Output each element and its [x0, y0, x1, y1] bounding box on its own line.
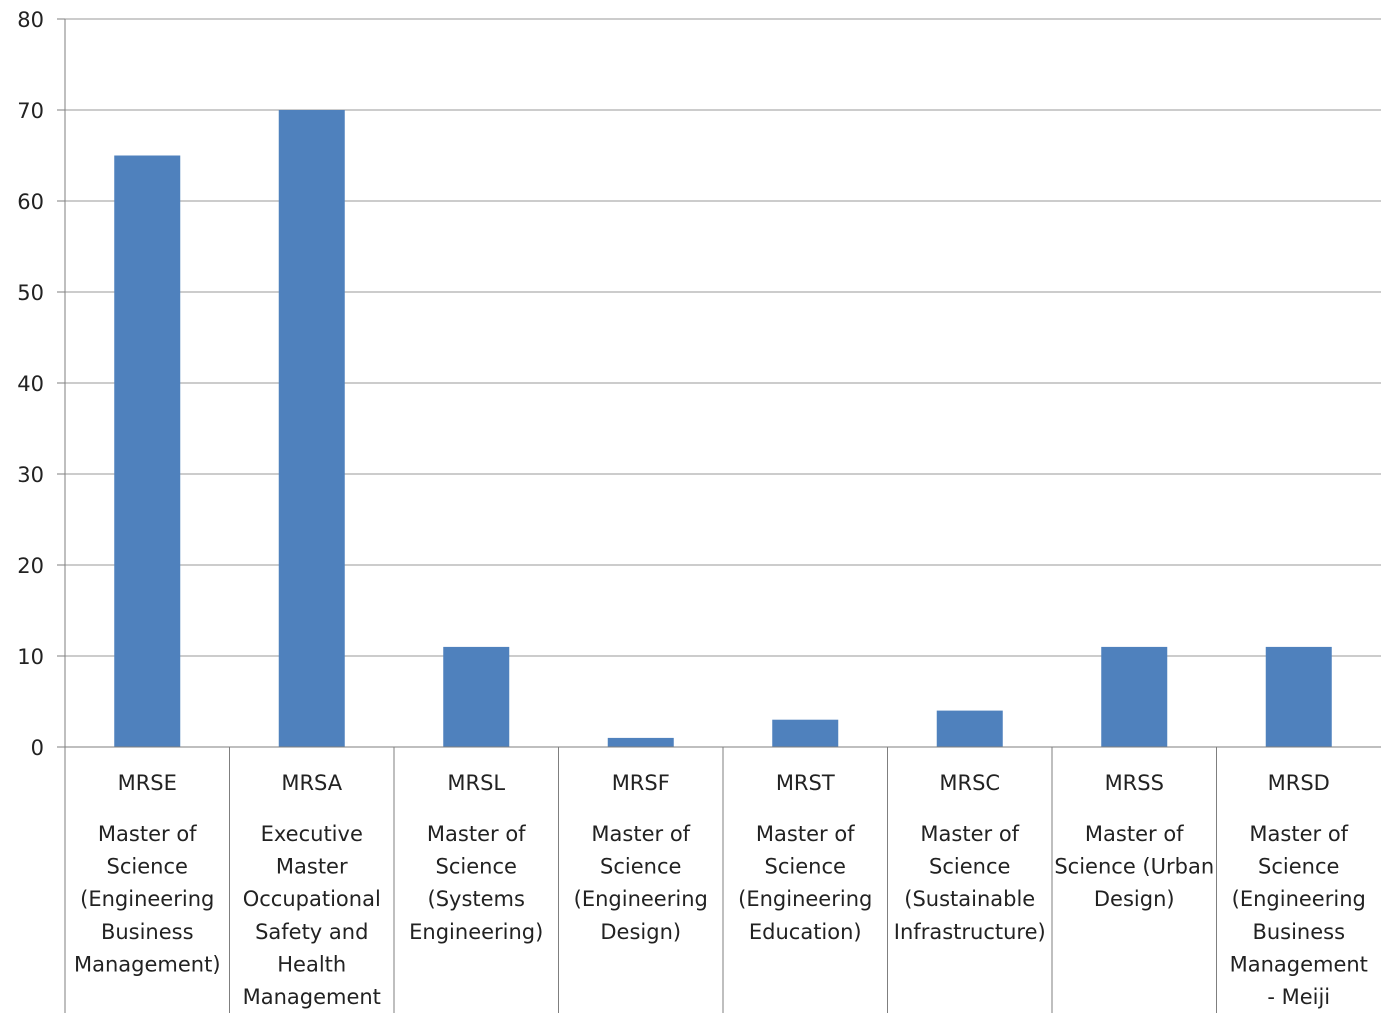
- bar-mrsl: [443, 646, 510, 747]
- category-name-label: Business: [101, 920, 194, 944]
- category-name-label: Science: [436, 855, 517, 879]
- y-tick-label: 20: [17, 554, 44, 578]
- bar-mrsc: [936, 710, 1003, 747]
- y-tick-label: 60: [17, 190, 44, 214]
- y-tick-label: 0: [31, 736, 44, 760]
- category-code-label: MRSF: [612, 771, 670, 795]
- category-name-label: - Meiji: [1267, 985, 1330, 1009]
- gridlines: [65, 18, 1381, 657]
- category-name-label: (Engineering: [574, 887, 708, 911]
- y-tick-label: 70: [17, 99, 44, 123]
- bar-mrsa: [278, 110, 345, 747]
- category-code-label: MRSE: [118, 771, 177, 795]
- category-name-label: Management): [74, 952, 221, 976]
- category-code-label: MRSA: [281, 771, 342, 795]
- category-name-label: Management: [1230, 952, 1368, 976]
- category-name-label: Occupational: [243, 887, 381, 911]
- x-axis-category-labels: MRSE Master of Science (Engineering Business…: [74, 771, 1368, 1009]
- y-tick-label: 50: [17, 281, 44, 305]
- category-name-label: Engineering): [409, 920, 543, 944]
- category-name-label: Master of: [427, 822, 526, 846]
- category-name-label: (Systems: [428, 887, 525, 911]
- bar-mrse: [114, 155, 181, 747]
- category-name-label: Science: [107, 855, 188, 879]
- category-name-label: Science (Urban: [1054, 855, 1214, 879]
- bar-mrsd: [1265, 646, 1332, 747]
- y-tick-label: 30: [17, 463, 44, 487]
- bar-mrsf: [607, 737, 674, 747]
- category-name-label: (Sustainable: [904, 887, 1035, 911]
- y-tick-label: 40: [17, 372, 44, 396]
- category-name-label: Infrastructure): [894, 920, 1046, 944]
- category-name-label: Management: [243, 985, 381, 1009]
- category-code-label: MRST: [776, 771, 835, 795]
- y-axis-tick-labels: 0 10 20 30 40 50 60 70 80: [17, 8, 44, 760]
- category-name-label: Science: [765, 855, 846, 879]
- axes: [57, 18, 1381, 1013]
- category-name-label: (Engineering: [80, 887, 214, 911]
- category-name-label: Science: [929, 855, 1010, 879]
- y-tick-label: 80: [17, 8, 44, 32]
- category-name-label: Design): [600, 920, 681, 944]
- y-tick-label: 10: [17, 645, 44, 669]
- bars: [114, 110, 1332, 747]
- category-name-label: Science: [1258, 855, 1339, 879]
- category-name-label: Master: [276, 855, 348, 879]
- category-name-label: Health: [277, 952, 346, 976]
- category-name-label: Business: [1252, 920, 1345, 944]
- category-code-label: MRSD: [1268, 771, 1330, 795]
- category-name-label: Design): [1094, 887, 1175, 911]
- category-name-label: Safety and: [255, 920, 368, 944]
- category-name-label: (Engineering: [1232, 887, 1366, 911]
- category-name-label: Master of: [756, 822, 855, 846]
- category-name-label: Master of: [920, 822, 1019, 846]
- category-code-label: MRSS: [1105, 771, 1164, 795]
- category-name-label: Master of: [98, 822, 197, 846]
- category-name-label: Education): [749, 920, 862, 944]
- category-code-label: MRSC: [939, 771, 1000, 795]
- category-name-label: Master of: [1085, 822, 1184, 846]
- bar-mrss: [1101, 646, 1168, 747]
- category-name-label: (Engineering: [738, 887, 872, 911]
- category-name-label: Science: [600, 855, 681, 879]
- bar-mrst: [772, 719, 839, 747]
- category-name-label: Master of: [591, 822, 690, 846]
- category-name-label: Executive: [261, 822, 363, 846]
- category-code-label: MRSL: [447, 771, 505, 795]
- category-name-label: Master of: [1249, 822, 1348, 846]
